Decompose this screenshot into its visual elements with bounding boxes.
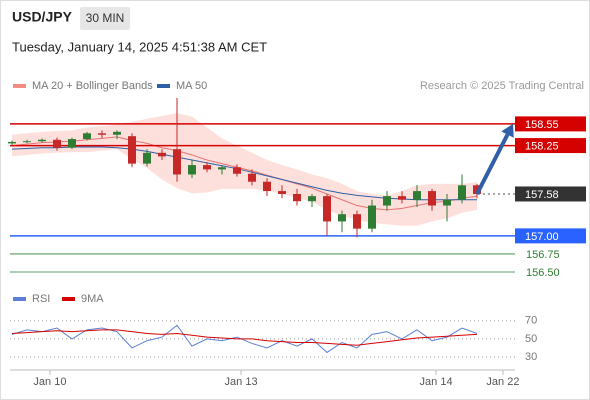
x-tick-label: Jan 13 [225,376,258,388]
candle-body [203,165,211,170]
level-box [515,186,586,202]
x-tick-label: Jan 14 [420,376,453,388]
candle-body [428,191,436,206]
candle-body [353,214,361,229]
candle-body [23,141,31,143]
legend-swatch [157,84,170,88]
candle-body [38,139,46,142]
forecast-arrow [475,133,510,195]
legend-label: MA 20 + Bollinger Bands [32,80,153,92]
legend-label: 9MA [81,293,104,305]
interval-box[interactable] [80,7,130,30]
candle-body [158,152,166,157]
y-tick-label: 50 [525,333,537,345]
candle-body [368,205,376,229]
candle-body [8,141,16,144]
candle-body [113,131,121,135]
legend-label: MA 50 [176,80,207,92]
candle-body [278,191,286,194]
candle-body [383,196,391,206]
candle-body [128,136,136,164]
candle-body [338,214,346,222]
candle-body [458,185,466,200]
forecast-arrowhead [501,123,514,138]
level-label: 156.75 [526,249,560,261]
candle-body [308,196,316,202]
legend-swatch [13,297,26,301]
level-label: 157.58 [525,189,559,201]
y-tick-label: 30 [525,351,537,363]
candle-body [263,181,271,192]
candle-body [293,193,301,202]
candle-body [218,167,226,170]
indicator-line [11,324,478,354]
level-box [515,228,586,244]
candle-body [188,165,196,175]
level-box [515,116,586,132]
timestamp: Tuesday, January 14, 2025 4:51:38 AM CET [12,39,267,54]
interval[interactable]: 30 MIN [86,11,125,25]
candle-body [398,196,406,200]
ma-line [11,136,478,211]
level-label: 158.55 [525,119,559,131]
legend-label: RSI [32,293,50,305]
symbol: USD/JPY [12,9,73,25]
candle-body [53,139,61,148]
candle-body [248,173,256,182]
level-label: 158.25 [525,140,559,152]
indicator-line [11,329,478,346]
candle-body [98,133,106,135]
candle-body [143,152,151,164]
x-tick-label: Jan 10 [33,376,66,388]
candle-body [83,133,91,140]
candle-body [443,199,451,206]
level-label: 157.00 [525,231,559,243]
level-label: 156.50 [526,267,560,279]
candle-body [233,167,241,174]
candle-body [413,191,421,200]
y-tick-label: 70 [525,315,537,327]
level-box [515,138,586,154]
x-tick-label: Jan 22 [486,376,519,388]
legend-swatch [62,297,75,301]
legend-swatch [13,84,26,88]
candle-body [68,139,76,148]
candle-body [173,149,181,175]
credit: Research © 2025 Trading Central [420,80,584,92]
candle-body [323,196,331,222]
